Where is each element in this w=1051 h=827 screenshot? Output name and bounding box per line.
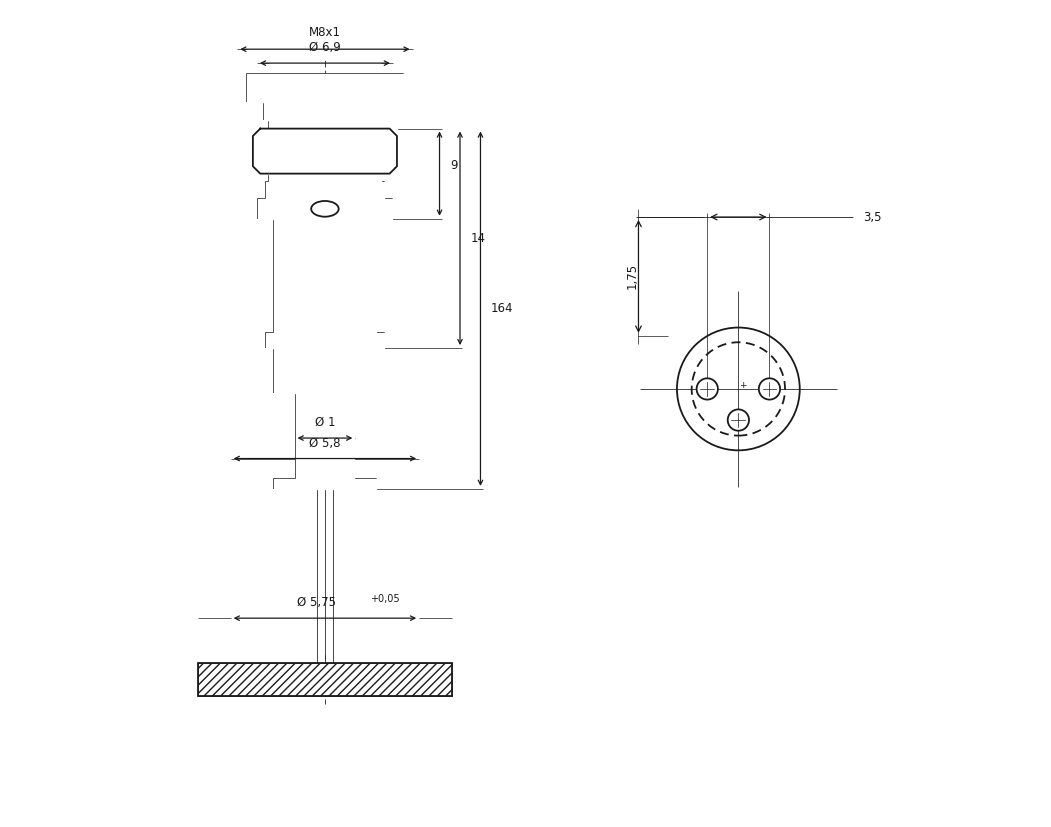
Text: 164: 164 (491, 302, 514, 315)
Circle shape (697, 378, 718, 399)
Text: 3,5: 3,5 (863, 211, 882, 223)
Text: Ø 5,75: Ø 5,75 (297, 596, 336, 609)
Text: 1,75: 1,75 (625, 263, 638, 289)
Text: +: + (739, 381, 746, 390)
Circle shape (727, 409, 749, 431)
Text: Ø 1: Ø 1 (314, 416, 335, 429)
Text: 9: 9 (450, 159, 457, 172)
FancyBboxPatch shape (198, 663, 452, 696)
Text: Ø 5,8: Ø 5,8 (309, 437, 341, 450)
Text: Ø 6,9: Ø 6,9 (309, 41, 341, 54)
Text: +0,05: +0,05 (370, 595, 399, 605)
Text: 14: 14 (471, 232, 486, 245)
Circle shape (759, 378, 780, 399)
Text: M8x1: M8x1 (309, 26, 341, 40)
